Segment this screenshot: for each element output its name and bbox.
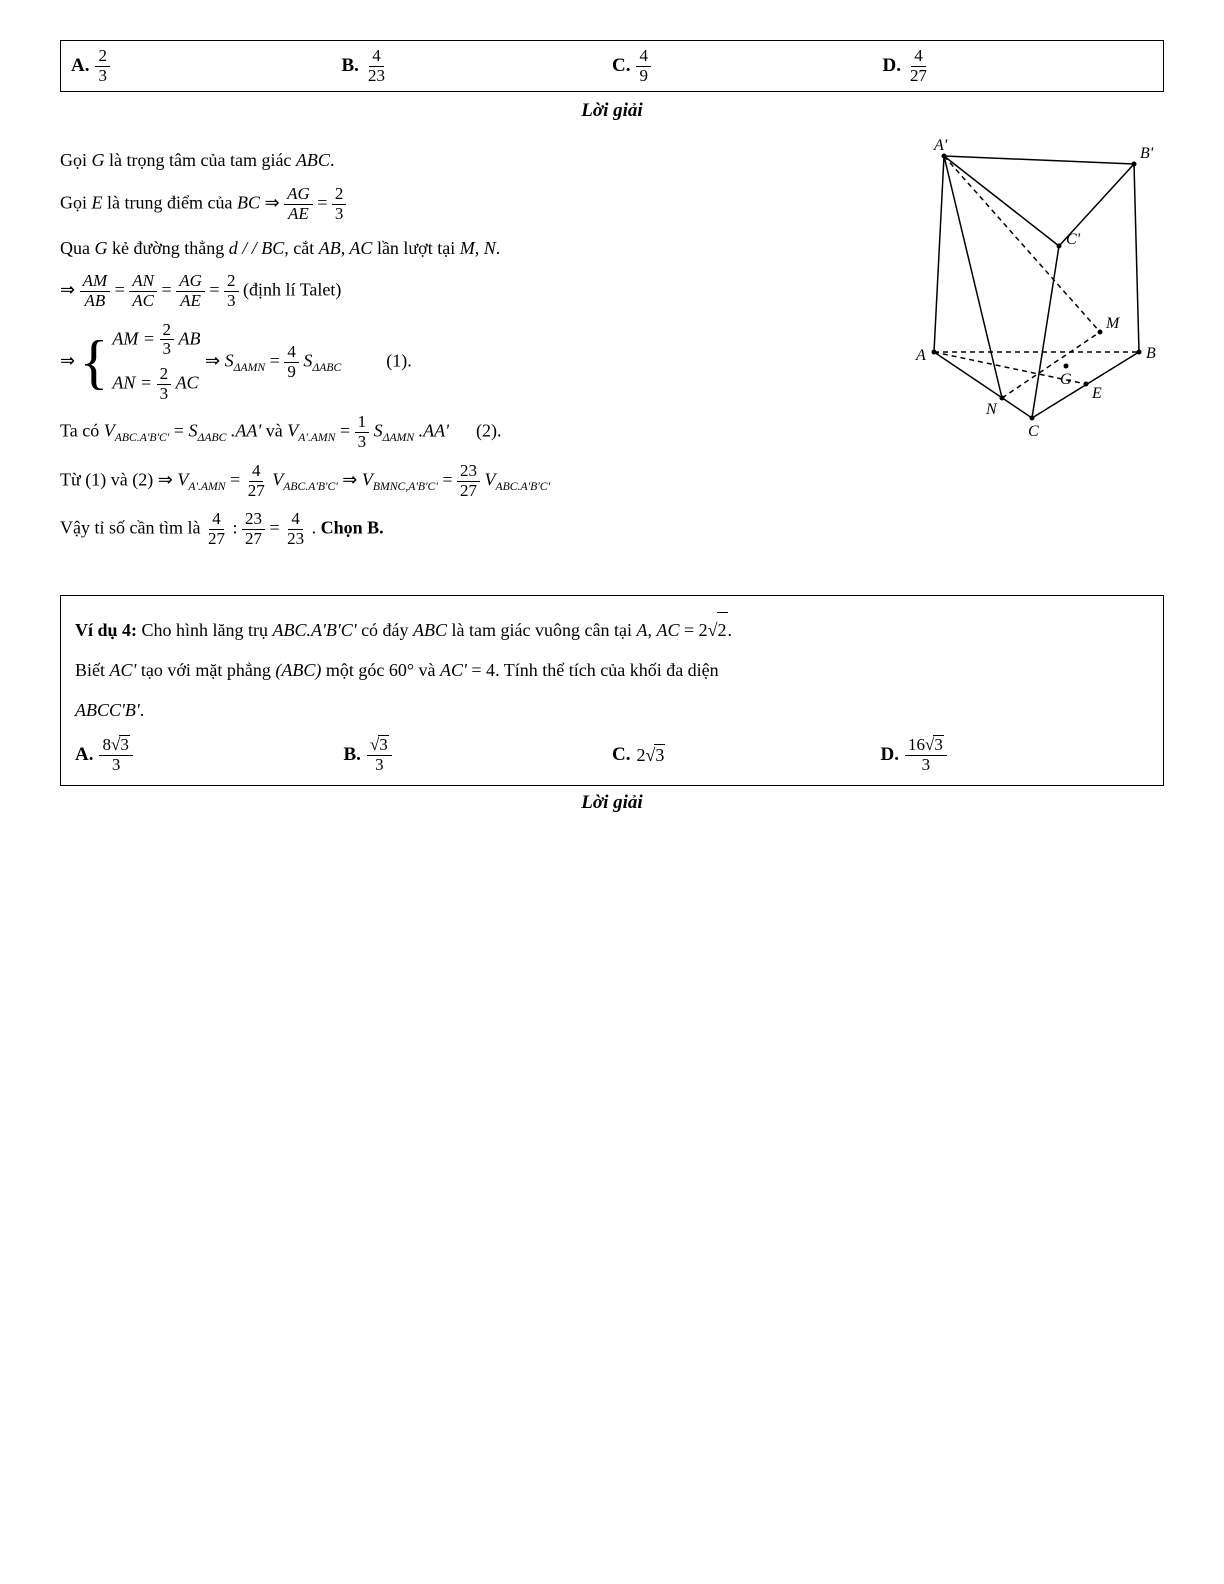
solution-body: Gọi G là trọng tâm của tam giác ABC. Gọi… <box>60 136 1164 558</box>
example-4-box: Ví dụ 4: Cho hình lăng trụ ABC.A'B'C' có… <box>60 595 1164 786</box>
option-c[interactable]: C. 4 9 <box>612 47 883 85</box>
option-label: A. <box>71 55 89 77</box>
option-b[interactable]: B. 4 23 <box>342 47 613 85</box>
fraction: 4 23 <box>365 47 388 85</box>
svg-text:E: E <box>1091 385 1102 402</box>
answer-box-top: A. 2 3 B. 4 23 C. 4 9 D. 4 27 <box>60 40 1164 92</box>
sol-line-4: ⇒ AMAB = ANAC = AGAE = 23 (định lí Talet… <box>60 272 884 310</box>
svg-text:C: C <box>1028 423 1039 436</box>
sol-line-1: Gọi G là trọng tâm của tam giác ABC. <box>60 146 884 175</box>
svg-text:G: G <box>1060 371 1072 388</box>
svg-text:B': B' <box>1140 145 1154 162</box>
example-4-answers: A. 83 3 B. 3 3 C. 23 D. 163 3 <box>75 735 1149 774</box>
example-4-line3: ABCC'B'. <box>75 693 1149 727</box>
sol-line-6: Ta có VABC.A'B'C' = SΔABC .AA' và VA'.AM… <box>60 413 884 451</box>
fraction: 4 9 <box>636 47 651 85</box>
svg-text:N: N <box>985 401 998 418</box>
sol-line-7: Từ (1) và (2) ⇒ VA'.AMN = 427 VABC.A'B'C… <box>60 462 884 500</box>
solution-heading-2: Lời giải <box>60 792 1164 814</box>
svg-text:M: M <box>1105 315 1121 332</box>
ex4-option-c[interactable]: C. 23 <box>612 735 881 774</box>
sol-line-5: ⇒ { AM = 23 AB AN = 23 AC ⇒ <box>60 321 884 404</box>
option-label: D. <box>883 55 901 77</box>
ex4-option-b[interactable]: B. 3 3 <box>344 735 613 774</box>
svg-text:C': C' <box>1066 231 1081 248</box>
sol-line-2: Gọi E là trung điểm của BC ⇒ AGAE = 23 <box>60 185 884 223</box>
svg-text:A': A' <box>933 137 948 154</box>
svg-text:A: A <box>915 347 926 364</box>
prism-diagram: A' B' C' A B C M N G E <box>904 136 1164 441</box>
sol-line-8: Vậy tỉ số cần tìm là 427 : 2327 = 423 . … <box>60 510 884 548</box>
option-d[interactable]: D. 4 27 <box>883 47 1154 85</box>
ex4-option-a[interactable]: A. 83 3 <box>75 735 344 774</box>
option-label: C. <box>612 55 630 77</box>
sol-line-3: Qua G kẻ đường thẳng d / / BC, cắt AB, A… <box>60 234 884 263</box>
option-label: B. <box>342 55 359 77</box>
example-4-line1: Ví dụ 4: Cho hình lăng trụ ABC.A'B'C' có… <box>75 612 1149 647</box>
ex4-option-d[interactable]: D. 163 3 <box>881 735 1150 774</box>
fraction: 2 3 <box>95 47 110 85</box>
option-a[interactable]: A. 2 3 <box>71 47 342 85</box>
solution-text: Gọi G là trọng tâm của tam giác ABC. Gọi… <box>60 136 884 558</box>
example-4-line2: Biết AC' tạo với mặt phẳng (ABC) một góc… <box>75 653 1149 687</box>
solution-heading: Lời giải <box>60 100 1164 122</box>
diagram-svg: A' B' C' A B C M N G E <box>904 136 1164 436</box>
fraction: 4 27 <box>907 47 930 85</box>
svg-text:B: B <box>1146 345 1156 362</box>
